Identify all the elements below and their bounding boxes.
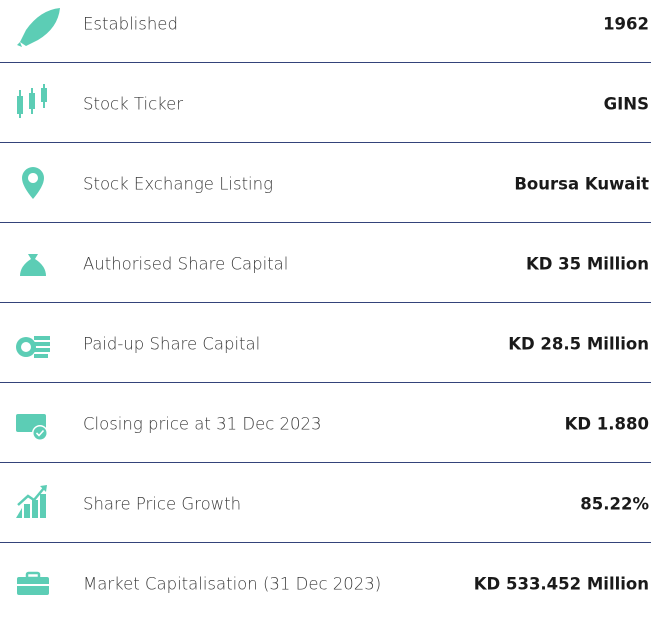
icons [16, 8, 60, 595]
row-value: KD 35 Million [526, 255, 649, 274]
row-label: Established [83, 15, 178, 34]
row-label: Stock Exchange Listing [83, 175, 273, 194]
icon-pin [22, 167, 44, 199]
icon-rocket [17, 8, 60, 47]
icon-coins [16, 336, 50, 358]
row-label: Authorised Share Capital [83, 255, 288, 274]
icon-note [16, 414, 48, 441]
icon-growth [16, 485, 47, 518]
row-label: Market Capitalisation (31 Dec 2023) [83, 575, 381, 594]
icon-bag [20, 254, 46, 276]
row-value: KD 1.880 [565, 415, 649, 434]
row-label: Share Price Growth [83, 495, 241, 514]
row-value: KD 28.5 Million [508, 335, 649, 354]
row-value: 85.22% [580, 495, 649, 514]
icon-briefcase [17, 571, 49, 595]
row-value: Boursa Kuwait [514, 175, 649, 194]
row-label: Stock Ticker [83, 95, 183, 114]
row-value: 1962 [603, 15, 649, 34]
row-value: KD 533.452 Million [474, 575, 649, 594]
icon-ticker [17, 84, 47, 118]
row-value: GINS [604, 95, 649, 114]
row-label: Closing price at 31 Dec 2023 [83, 415, 322, 434]
row-label: Paid-up Share Capital [83, 335, 260, 354]
